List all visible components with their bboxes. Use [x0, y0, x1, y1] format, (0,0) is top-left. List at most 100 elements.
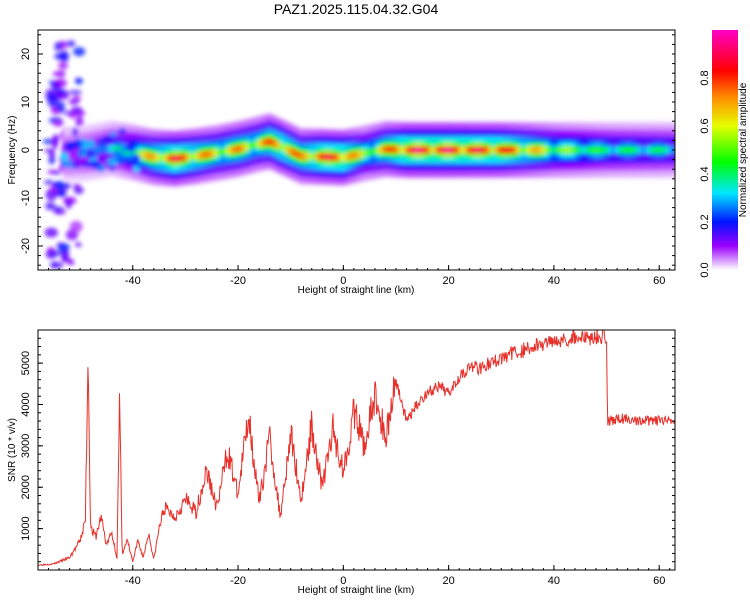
spectrogram-y-tick-label: -20	[20, 238, 32, 254]
noise-blob	[66, 40, 76, 47]
onset-blob	[70, 160, 82, 169]
onset-blob	[116, 157, 125, 166]
noise-blob	[74, 242, 82, 248]
snr-frame	[37, 329, 676, 571]
spectrogram-y-axis-label: Frequency (Hz)	[7, 116, 18, 185]
onset-blob	[133, 165, 140, 173]
spectrogram-y-tick-label: 10	[20, 96, 32, 108]
noise-blob	[44, 148, 55, 153]
noise-blob	[51, 137, 58, 150]
noise-blob	[53, 180, 66, 190]
snr-x-tick-label: 60	[653, 575, 665, 587]
onset-blob	[128, 159, 136, 167]
onset-blob	[71, 127, 79, 137]
noise-blob	[65, 197, 73, 209]
colorbar-tick-label: 0.8	[699, 70, 711, 85]
noise-blob	[67, 258, 75, 266]
noise-blob	[75, 115, 84, 128]
snr-y-axis-label: SNR (10 * v/v)	[7, 418, 18, 482]
snr-ticks: -40 -20 0 20 40 60 1000 2000 3000 4000 5000	[20, 329, 675, 587]
colorbar-ticks: 0.0 0.2 0.4 0.6 0.8	[699, 70, 711, 277]
snr-y-tick-label: 4000	[20, 392, 32, 416]
snr-series-line	[38, 330, 675, 567]
noise-blob	[53, 206, 64, 213]
spectrogram-ticks: -40 -20 0 20 40 60 -20 -10 0 10 20	[20, 34, 675, 287]
noise-blob	[45, 249, 58, 259]
noise-blob	[61, 249, 70, 258]
onset-blob	[120, 136, 131, 145]
noise-blob	[43, 179, 54, 185]
noise-blob	[45, 189, 57, 201]
noise-blob	[72, 183, 81, 189]
onset-blob	[111, 149, 124, 159]
noise-blob	[56, 242, 65, 247]
colorbar-tick-label: 0.4	[699, 166, 711, 181]
onset-blob	[94, 146, 105, 151]
onset-blob	[119, 127, 126, 135]
snr-x-tick-label: 40	[548, 575, 560, 587]
spectrogram-heatmap	[42, 40, 675, 269]
onset-blob	[107, 157, 118, 166]
snr-x-tick-label: 0	[340, 575, 346, 587]
colorbar-tick-label: 0.6	[699, 118, 711, 133]
onset-blob	[60, 152, 69, 162]
snr-x-axis-label: Height of straight line (km)	[298, 585, 415, 596]
snr-x-tick-label: 20	[443, 575, 455, 587]
noise-blob	[46, 247, 56, 252]
spectrogram-panel: -40 -20 0 20 40 60 -20 -10 0 10 20 Height of strai…	[7, 29, 676, 296]
snr-y-tick-label: 3000	[20, 434, 32, 458]
spectrogram-x-axis-label: Height of straight line (km)	[298, 285, 415, 296]
snr-y-tick-label: 1000	[20, 516, 32, 540]
noise-blob	[63, 181, 71, 190]
noise-blob	[56, 70, 66, 78]
noise-blob	[58, 62, 69, 70]
noise-blob	[54, 41, 62, 52]
noise-blob	[68, 99, 79, 105]
noise-blob	[47, 169, 57, 175]
spectrogram-y-tick-label: 0	[20, 147, 32, 153]
onset-blob	[64, 141, 76, 151]
spectrogram-y-tick-label: 20	[20, 48, 32, 60]
noise-blob	[45, 201, 56, 211]
spectrogram-y-tick-label: -10	[20, 190, 32, 206]
noise-blob	[63, 110, 71, 115]
spectrogram-x-tick-label: -20	[230, 275, 246, 287]
noise-blob	[75, 77, 83, 85]
snr-panel: -40 -20 0 20 40 60 1000 2000 3000 4000 5000 Height…	[7, 329, 676, 596]
onset-blob	[81, 143, 88, 150]
onset-blob	[82, 161, 90, 167]
noise-blob	[70, 106, 83, 115]
spectrogram-x-tick-label: 60	[653, 275, 665, 287]
spectrogram-x-tick-label: 0	[340, 275, 346, 287]
onset-blob	[90, 160, 100, 169]
noise-blob	[48, 157, 56, 165]
noise-blob	[69, 220, 83, 233]
colorbar-tick-label: 0.0	[699, 262, 711, 277]
spectrogram-x-tick-label: 20	[443, 275, 455, 287]
noise-blob	[44, 227, 58, 238]
onset-blob	[79, 148, 86, 154]
onset-blob	[126, 143, 136, 153]
noise-blob	[54, 78, 67, 88]
figure-title: PAZ1.2025.115.04.32.G04	[274, 1, 439, 17]
noise-blob	[48, 186, 58, 192]
noise-blob	[52, 119, 64, 127]
noise-blob	[54, 52, 68, 61]
noise-blob	[73, 186, 84, 195]
noise-blob	[51, 261, 64, 269]
spectrogram-x-tick-label: -40	[125, 275, 141, 287]
colorbar-gradient	[712, 30, 738, 270]
noise-blob	[68, 90, 82, 95]
snr-y-tick-label: 2000	[20, 475, 32, 499]
noise-blob	[73, 47, 86, 57]
colorbar-tick-label: 0.2	[699, 214, 711, 229]
spectrogram-x-tick-label: 40	[548, 275, 560, 287]
colorbar: 0.0 0.2 0.4 0.6 0.8 Normalized spectral ampl…	[699, 30, 749, 278]
onset-blob	[109, 131, 117, 137]
noise-blob	[45, 95, 60, 102]
noise-blob	[56, 189, 67, 198]
snr-y-tick-label: 5000	[20, 351, 32, 375]
onset-blob	[85, 139, 96, 149]
onset-blob	[101, 134, 114, 145]
